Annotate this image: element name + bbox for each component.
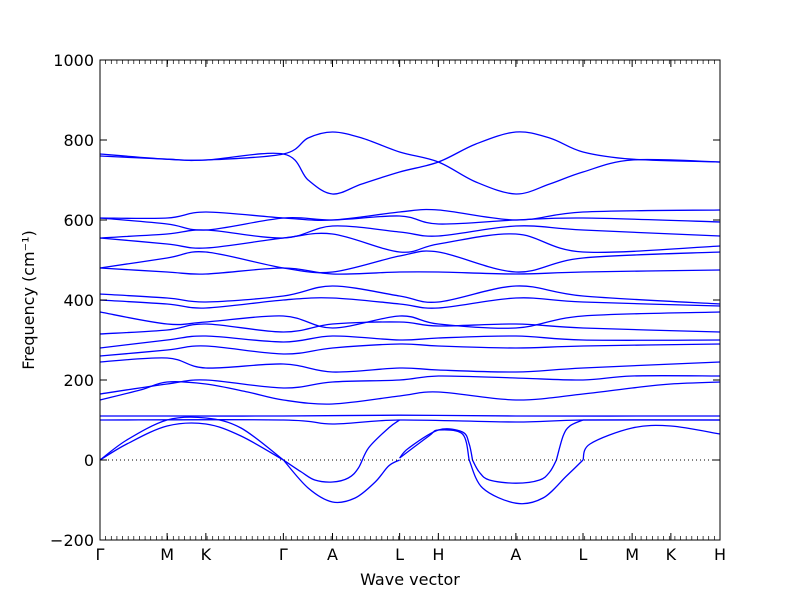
band-line-24	[99, 250, 721, 274]
x-tick-label: A	[327, 545, 338, 564]
band-line-15	[99, 375, 721, 395]
x-axis-label: Wave vector	[360, 570, 460, 589]
band-lines	[99, 131, 721, 505]
band-line-18	[99, 335, 721, 349]
x-tick-label: L	[579, 545, 588, 564]
band-line-25	[99, 232, 721, 253]
band-line-7	[471, 459, 557, 484]
y-axis-label: Frequency (cm⁻¹)	[19, 230, 38, 369]
x-tick-label: M	[160, 545, 174, 564]
band-line-12	[99, 419, 721, 425]
band-line-16	[99, 357, 721, 373]
x-minor-ticks	[99, 60, 721, 540]
band-line-9	[555, 419, 584, 461]
y-tick-label: 0	[84, 451, 94, 470]
x-tick-label: H	[432, 545, 444, 564]
plot-frame	[99, 59, 721, 541]
x-tick-label: H	[714, 545, 726, 564]
band-line-3	[283, 419, 400, 483]
band-line-17	[99, 343, 721, 357]
band-line-29	[99, 131, 721, 195]
band-line-8	[468, 459, 584, 505]
band-line-27	[99, 208, 721, 221]
y-tick-label: 200	[63, 371, 94, 390]
band-line-5	[399, 428, 474, 461]
band-line-26	[99, 225, 721, 239]
x-tick-label: K	[201, 545, 212, 564]
x-tick-label: L	[395, 545, 404, 564]
x-tick-label: Γ	[279, 545, 288, 564]
x-tick-label: K	[666, 545, 677, 564]
x-tick-label: M	[625, 545, 639, 564]
band-line-23	[99, 267, 721, 275]
y-tick-label: 800	[63, 131, 94, 150]
band-line-22	[99, 285, 721, 305]
band-line-4	[282, 459, 400, 504]
y-tick-label: −200	[50, 531, 94, 550]
y-tick-label: 1000	[53, 51, 94, 70]
band-line-13	[99, 414, 721, 417]
band-line-20	[99, 311, 721, 329]
band-line-19	[99, 321, 721, 335]
band-line-10	[582, 424, 721, 461]
band-line-2	[99, 422, 284, 461]
y-axis-ticks: −200 0 200 400 600 800 1000	[50, 51, 720, 550]
y-tick-label: 600	[63, 211, 94, 230]
y-tick-label: 400	[63, 291, 94, 310]
x-tick-label: A	[510, 545, 521, 564]
band-line-14	[99, 381, 721, 405]
band-line-6	[399, 429, 470, 461]
band-line-30	[99, 131, 721, 195]
x-tick-label: Γ	[96, 545, 105, 564]
band-line-28	[99, 215, 721, 231]
band-line-21	[99, 297, 721, 309]
band-line-1	[99, 416, 284, 461]
